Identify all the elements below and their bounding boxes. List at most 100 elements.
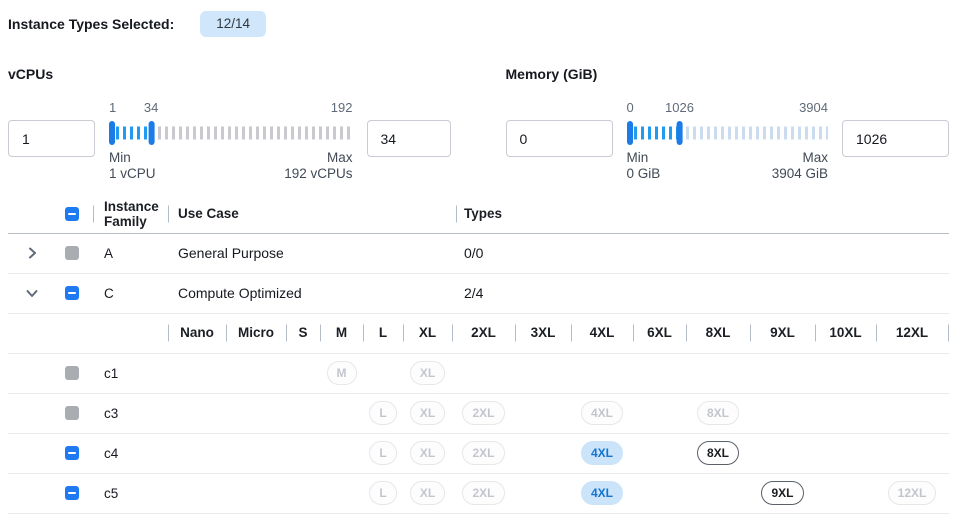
- size-col-6xl: 6XL: [647, 325, 672, 341]
- memory-ticks-active: [626, 126, 680, 140]
- family-row-c: C Compute Optimized 2/4: [8, 274, 949, 314]
- filters: vCPUs 1 34 192: [8, 66, 949, 183]
- family-types-count: 0/0: [464, 245, 484, 262]
- instance-c3-checkbox: [65, 406, 79, 421]
- size-pill-2xl: 2XL: [462, 401, 505, 426]
- size-pill-m: M: [326, 361, 357, 386]
- family-a-checkbox: [65, 246, 79, 261]
- memory-max-label: Max: [802, 150, 828, 165]
- instance-c1-checkbox: [65, 366, 79, 381]
- vcpus-scale-end: 192: [330, 100, 353, 115]
- size-col-3xl: 3XL: [530, 325, 556, 341]
- size-col-2xl: 2XL: [471, 325, 496, 341]
- vcpus-slider-track[interactable]: [109, 121, 353, 145]
- vcpus-title: vCPUs: [8, 66, 54, 82]
- instance-row-c4: c4 L XL 2XL 4XL 8XL: [8, 434, 949, 474]
- vcpus-slider-handle-max[interactable]: [148, 121, 155, 145]
- vcpus-min-input[interactable]: [8, 120, 95, 157]
- size-pill-9xl[interactable]: 9XL: [761, 481, 804, 506]
- topbar: Instance Types Selected: 12/14: [8, 8, 949, 40]
- size-col-10xl: 10XL: [829, 325, 862, 341]
- column-header-types: Types: [464, 206, 503, 222]
- vcpus-minmax: Min 1 vCPU Max 192 vCPUs: [109, 150, 353, 183]
- instance-name: c4: [104, 445, 119, 461]
- family-use-case: Compute Optimized: [178, 285, 302, 302]
- size-pill-4xl: 4XL: [580, 401, 623, 426]
- vcpus-scale: 1 34 192: [109, 100, 353, 116]
- vcpus-ticks-active: [109, 126, 152, 140]
- size-pill-8xl: 8XL: [696, 401, 739, 426]
- memory-min-value: 0 GiB: [626, 166, 661, 182]
- size-col-9xl: 9XL: [770, 325, 795, 341]
- memory-min-label: Min: [626, 150, 649, 165]
- selected-count-label: Instance Types Selected:: [8, 16, 175, 32]
- family-name: C: [104, 285, 114, 301]
- instance-c4-checkbox[interactable]: [65, 446, 79, 461]
- select-all-checkbox[interactable]: [65, 207, 79, 222]
- family-c-checkbox[interactable]: [65, 286, 79, 301]
- instance-family-table: Instance Family Use Case Types A General…: [8, 196, 949, 514]
- size-pill-l: L: [369, 481, 397, 506]
- size-pill-l: L: [369, 401, 397, 426]
- size-pill-l: L: [369, 441, 397, 466]
- memory-min-input[interactable]: [505, 120, 613, 157]
- memory-minmax: Min 0 GiB Max 3904 GiB: [627, 150, 829, 183]
- memory-slider-track[interactable]: [626, 121, 828, 145]
- vcpus-max-label: Max: [326, 150, 353, 165]
- size-pill-xl: XL: [409, 401, 446, 426]
- chevron-down-icon[interactable]: [25, 286, 39, 300]
- size-col-l: L: [378, 325, 388, 341]
- vcpus-max-value: 192 vCPUs: [284, 166, 353, 182]
- column-header-family: Instance Family: [104, 198, 159, 230]
- instance-name: c1: [104, 365, 119, 381]
- family-row-a: A General Purpose 0/0: [8, 234, 949, 274]
- memory-max-input[interactable]: [842, 120, 949, 157]
- memory-scale-start: 0: [626, 100, 634, 115]
- instance-row-c3: c3 L XL 2XL 4XL 8XL: [8, 394, 949, 434]
- size-col-xl: XL: [418, 325, 437, 341]
- memory-max-value: 3904 GiB: [771, 166, 828, 182]
- chevron-right-icon[interactable]: [25, 246, 39, 260]
- selected-count-badge: 12/14: [200, 11, 267, 37]
- memory-title: Memory (GiB): [505, 66, 598, 82]
- size-pill-12xl: 12XL: [887, 481, 937, 506]
- size-pill-2xl: 2XL: [462, 481, 505, 506]
- family-name: A: [104, 245, 114, 261]
- size-pill-4xl-selected[interactable]: 4XL: [580, 481, 623, 506]
- memory-scale-current: 1026: [665, 100, 694, 115]
- instance-c5-checkbox[interactable]: [65, 486, 79, 501]
- size-col-s: S: [298, 325, 308, 341]
- size-pill-xl: XL: [409, 481, 446, 506]
- vcpus-ticks-inactive: [151, 126, 353, 140]
- size-pill-xl: XL: [409, 361, 446, 386]
- size-header-row: Nano Micro S M L XL 2XL 3XL 4XL 6XL 8XL …: [8, 314, 949, 354]
- vcpus-max-input[interactable]: [366, 120, 451, 157]
- instance-row-c5: c5 L XL 2XL 4XL 9XL 12XL: [8, 474, 949, 514]
- size-col-12xl: 12XL: [895, 325, 929, 341]
- size-col-nano: Nano: [180, 325, 214, 341]
- vcpus-scale-start: 1: [109, 100, 117, 115]
- size-pill-4xl-selected[interactable]: 4XL: [580, 441, 623, 466]
- memory-ticks-inactive: [679, 126, 828, 140]
- size-col-micro: Micro: [237, 325, 274, 341]
- vcpus-slider-handle-min[interactable]: [109, 121, 115, 145]
- instance-name: c5: [104, 485, 119, 501]
- memory-filter: Memory (GiB) 0 1026 3904: [505, 66, 949, 183]
- instance-row-c1: c1 M XL: [8, 354, 949, 394]
- size-col-8xl: 8XL: [705, 325, 731, 341]
- memory-slider-handle-min[interactable]: [626, 121, 633, 145]
- column-header-use-case: Use Case: [178, 206, 239, 222]
- family-types-count: 2/4: [464, 285, 484, 302]
- table-header-row: Instance Family Use Case Types: [8, 196, 949, 234]
- memory-scale-end: 3904: [799, 100, 828, 115]
- memory-slider-handle-max[interactable]: [677, 121, 684, 145]
- memory-scale: 0 1026 3904: [627, 100, 829, 116]
- family-use-case: General Purpose: [178, 245, 284, 262]
- instance-name: c3: [104, 405, 119, 421]
- size-pill-xl: XL: [409, 441, 446, 466]
- size-pill-2xl: 2XL: [462, 441, 505, 466]
- size-col-4xl: 4XL: [589, 325, 615, 341]
- size-pill-8xl[interactable]: 8XL: [696, 441, 739, 466]
- vcpus-filter: vCPUs 1 34 192: [8, 66, 451, 183]
